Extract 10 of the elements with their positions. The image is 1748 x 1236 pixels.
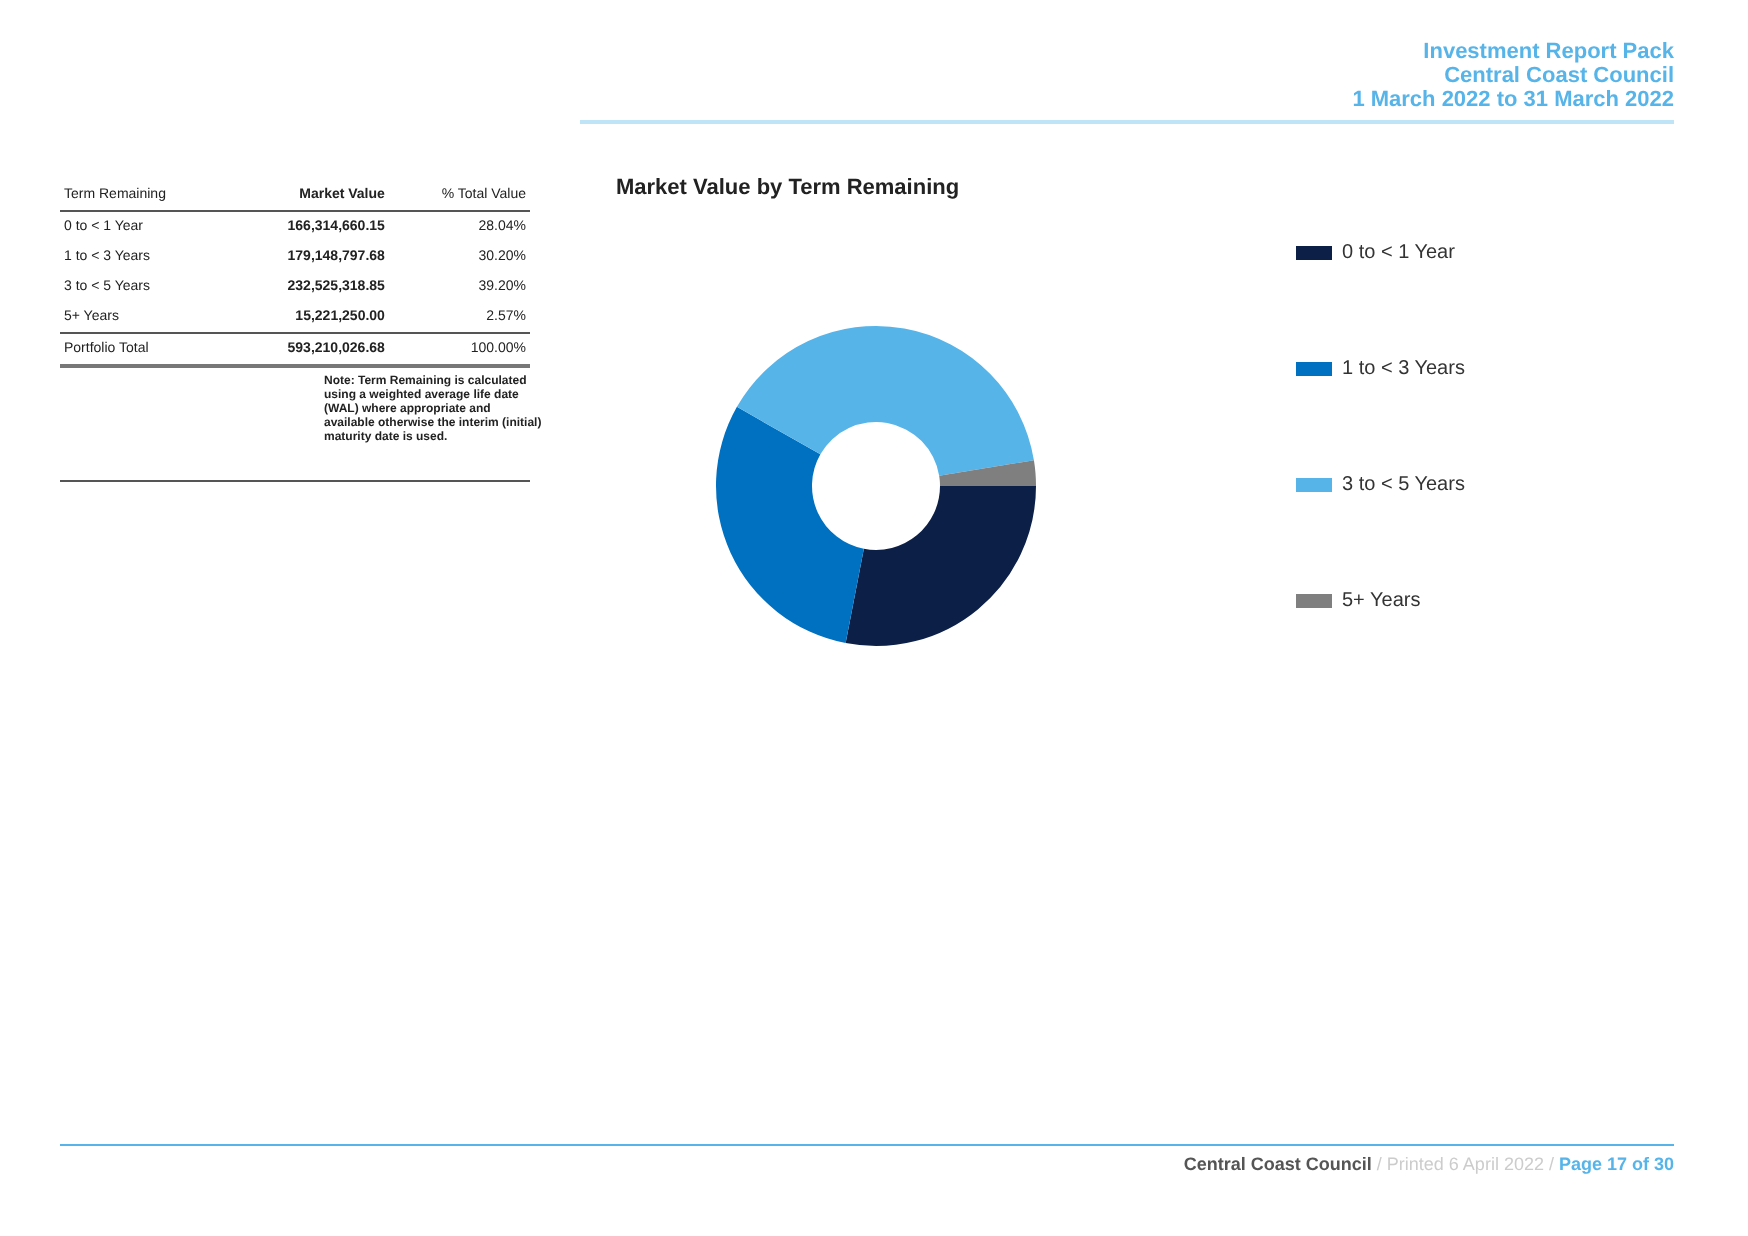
legend-label: 3 to < 5 Years — [1342, 474, 1465, 496]
text: 1 March 2022 to 31 March 2022 — [1352, 88, 1674, 112]
legend-label: 0 to < 1 Year — [1342, 242, 1455, 264]
text: Central Coast Council — [1442, 64, 1674, 88]
legend-label: 1 to < 3 Years — [1342, 358, 1465, 380]
text: Investment Report Pack — [1421, 40, 1674, 64]
legend-label: 5+ Years — [1342, 590, 1421, 612]
chart-title: Market Value by Term Remaining — [616, 176, 960, 200]
text: Page 17 of 30 — [1558, 1154, 1674, 1174]
text: Central Coast Council — [1183, 1154, 1372, 1174]
